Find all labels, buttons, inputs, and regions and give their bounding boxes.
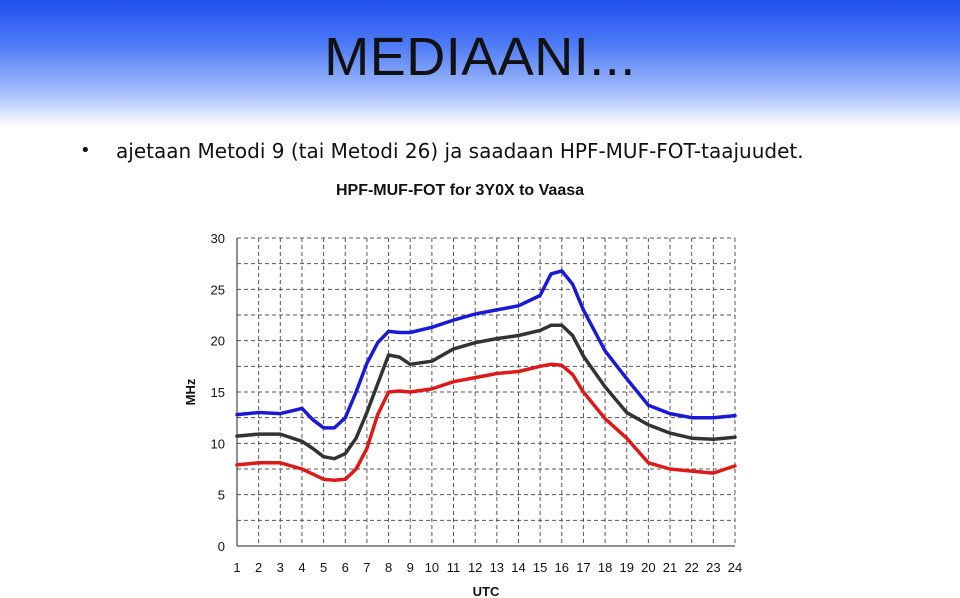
x-tick-label: 18 xyxy=(598,560,612,575)
x-tick-label: 21 xyxy=(663,560,677,575)
x-tick-label: 19 xyxy=(620,560,634,575)
y-tick-label: 10 xyxy=(211,436,225,451)
x-tick-label: 6 xyxy=(342,560,349,575)
x-tick-label: 8 xyxy=(385,560,392,575)
x-tick-label: 22 xyxy=(684,560,698,575)
y-tick-label: 25 xyxy=(211,282,225,297)
x-tick-label: 10 xyxy=(425,560,439,575)
x-tick-label: 12 xyxy=(468,560,482,575)
chart-series-group xyxy=(235,269,737,483)
x-tick-label: 24 xyxy=(728,560,742,575)
x-tick-label: 5 xyxy=(320,560,327,575)
chart-grid xyxy=(236,237,736,547)
x-tick-label: 1 xyxy=(233,560,240,575)
x-tick-label: 13 xyxy=(490,560,504,575)
x-tick-label: 11 xyxy=(447,560,461,575)
x-tick-label: 14 xyxy=(511,560,525,575)
bullet-list-item: • ajetaan Metodi 9 (tai Metodi 26) ja sa… xyxy=(80,136,940,166)
y-tick-label: 0 xyxy=(218,539,225,554)
y-axis-title: MHz xyxy=(183,378,198,405)
x-tick-label: 16 xyxy=(555,560,569,575)
header-band xyxy=(0,0,960,126)
y-tick-label: 15 xyxy=(211,385,225,400)
series-line-3 xyxy=(235,362,737,483)
bullet-text: ajetaan Metodi 9 (tai Metodi 26) ja saad… xyxy=(116,139,804,163)
x-tick-label: 4 xyxy=(298,560,305,575)
x-axis-title: UTC xyxy=(473,584,500,598)
y-tick-label: 30 xyxy=(211,231,225,246)
x-tick-label: 20 xyxy=(641,560,655,575)
y-tick-label: 5 xyxy=(218,488,225,503)
chart-title: HPF-MUF-FOT for 3Y0X to Vaasa xyxy=(336,182,584,199)
series-line-2 xyxy=(235,323,737,461)
chart-labels: 1 2 3 4 5 6 7 8 9 10 11 12 13 14 15 16 17 18 19 20 21 22 23 240… xyxy=(183,182,742,598)
x-tick-label: 17 xyxy=(576,560,590,575)
bullet-marker: • xyxy=(80,140,91,161)
slide-title: MEDIAANI... xyxy=(324,27,636,87)
x-tick-label: 7 xyxy=(363,560,370,575)
x-tick-label: 3 xyxy=(277,560,284,575)
y-tick-label: 20 xyxy=(211,334,225,349)
x-tick-label: 23 xyxy=(706,560,720,575)
x-tick-label: 9 xyxy=(407,560,414,575)
x-tick-label: 15 xyxy=(533,560,547,575)
series-line-1 xyxy=(235,269,737,430)
x-tick-label: 2 xyxy=(255,560,262,575)
